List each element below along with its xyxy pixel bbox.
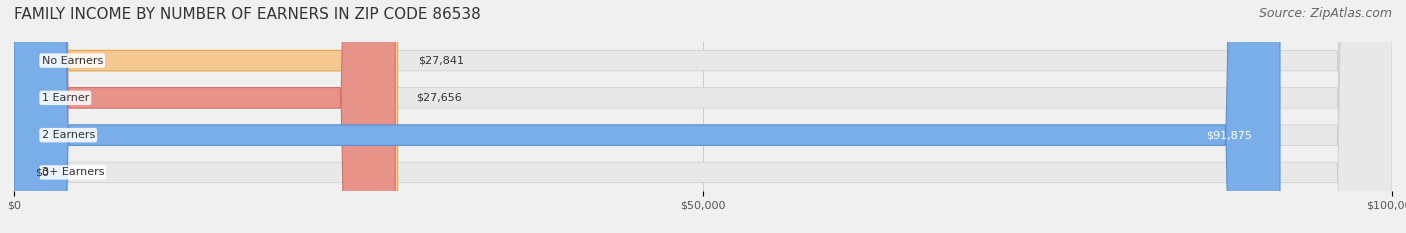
Text: $27,841: $27,841: [419, 56, 464, 65]
FancyBboxPatch shape: [14, 0, 1392, 233]
Text: FAMILY INCOME BY NUMBER OF EARNERS IN ZIP CODE 86538: FAMILY INCOME BY NUMBER OF EARNERS IN ZI…: [14, 7, 481, 22]
FancyBboxPatch shape: [14, 0, 1392, 233]
Text: 3+ Earners: 3+ Earners: [42, 168, 104, 177]
FancyBboxPatch shape: [14, 0, 1392, 233]
Text: $27,656: $27,656: [416, 93, 461, 103]
FancyBboxPatch shape: [14, 0, 1279, 233]
Text: Source: ZipAtlas.com: Source: ZipAtlas.com: [1258, 7, 1392, 20]
FancyBboxPatch shape: [14, 0, 395, 233]
Text: 2 Earners: 2 Earners: [42, 130, 94, 140]
Text: $0: $0: [35, 168, 49, 177]
Text: 1 Earner: 1 Earner: [42, 93, 89, 103]
FancyBboxPatch shape: [14, 0, 398, 233]
FancyBboxPatch shape: [14, 0, 1392, 233]
Text: $91,875: $91,875: [1206, 130, 1253, 140]
Text: No Earners: No Earners: [42, 56, 103, 65]
